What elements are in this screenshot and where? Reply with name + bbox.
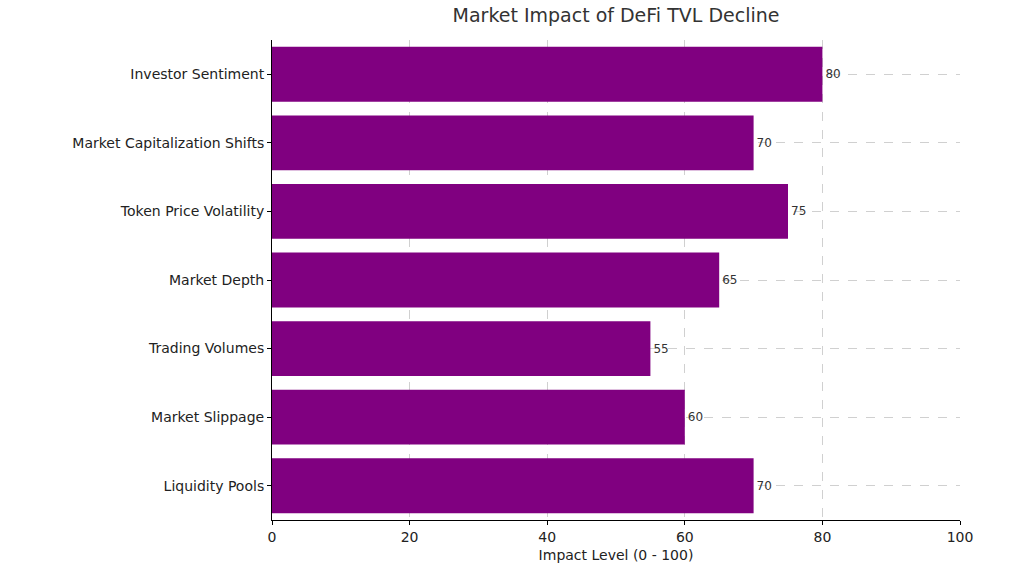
svg-text:65: 65 xyxy=(722,273,737,287)
svg-text:70: 70 xyxy=(757,136,772,150)
svg-text:Market Depth: Market Depth xyxy=(169,272,264,288)
svg-text:55: 55 xyxy=(653,342,668,356)
svg-text:Market Slippage: Market Slippage xyxy=(151,409,264,425)
svg-text:75: 75 xyxy=(791,204,806,218)
svg-text:60: 60 xyxy=(688,410,703,424)
svg-text:Trading Volumes: Trading Volumes xyxy=(148,340,264,356)
svg-text:60: 60 xyxy=(676,529,694,545)
svg-text:70: 70 xyxy=(757,479,772,493)
svg-text:Impact Level (0 - 100): Impact Level (0 - 100) xyxy=(539,547,694,563)
svg-text:80: 80 xyxy=(825,67,840,81)
svg-text:40: 40 xyxy=(538,529,556,545)
svg-text:20: 20 xyxy=(401,529,419,545)
svg-text:0: 0 xyxy=(268,529,277,545)
svg-text:80: 80 xyxy=(813,529,831,545)
svg-text:Investor Sentiment: Investor Sentiment xyxy=(130,66,264,82)
svg-text:Token Price Volatility: Token Price Volatility xyxy=(120,203,264,219)
svg-text:Market Capitalization Shifts: Market Capitalization Shifts xyxy=(72,135,264,151)
svg-text:100: 100 xyxy=(947,529,974,545)
svg-text:Liquidity Pools: Liquidity Pools xyxy=(164,478,265,494)
svg-text:Market Impact of DeFi TVL Decl: Market Impact of DeFi TVL Decline xyxy=(453,4,780,26)
